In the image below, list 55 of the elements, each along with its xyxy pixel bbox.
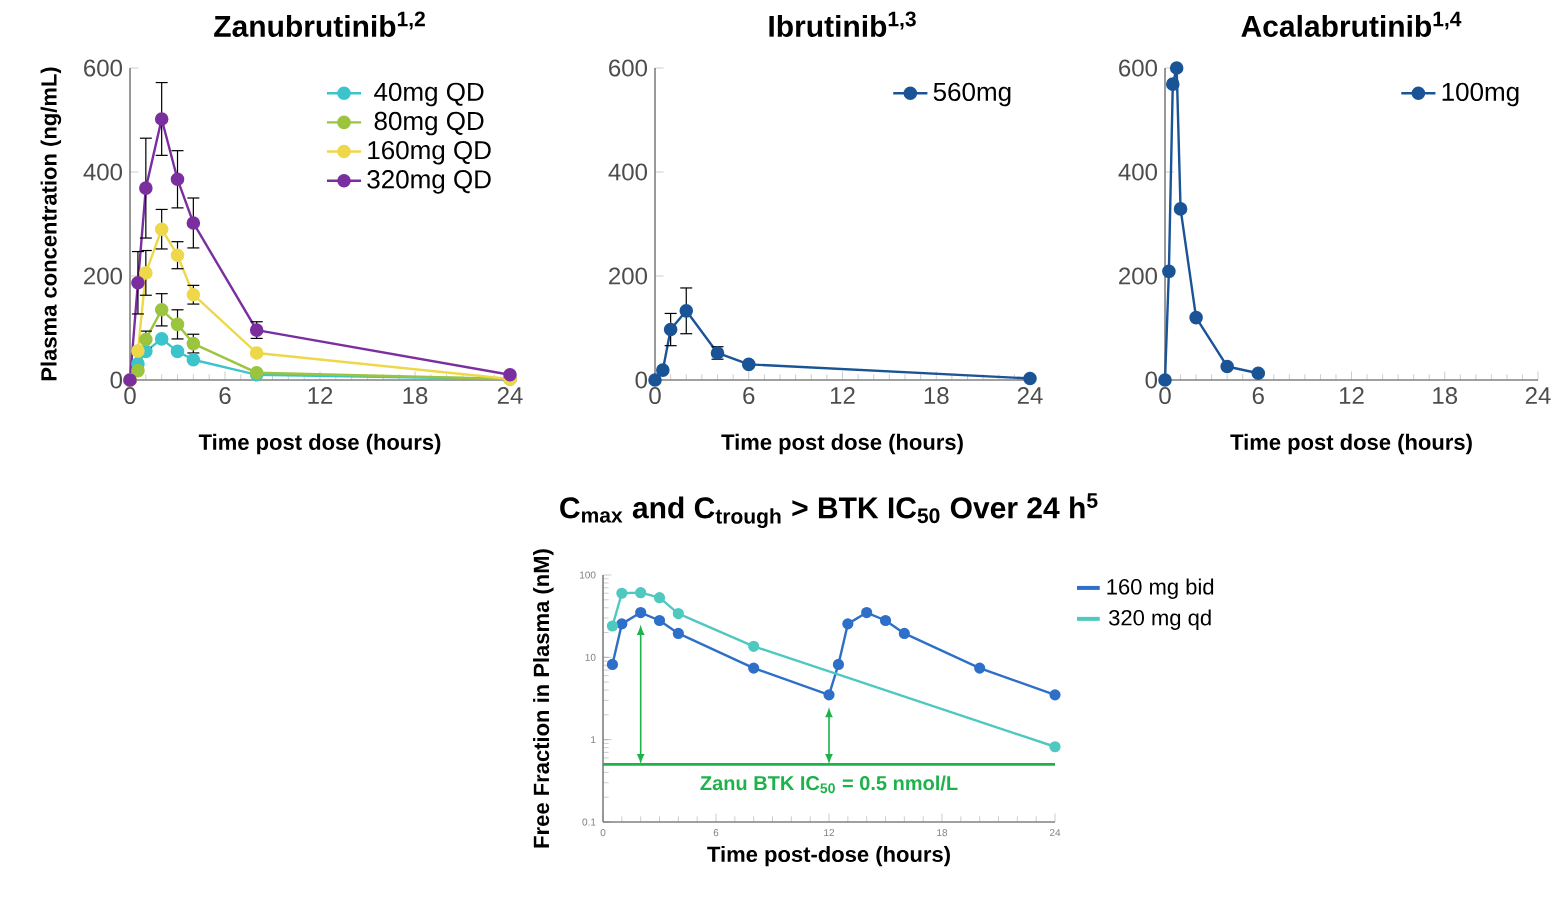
legend-label: 560mg	[933, 82, 1011, 107]
chart-title: Zanubrutinib$^{1,2}$	[214, 11, 425, 37]
y-tick-label: 200	[609, 267, 648, 285]
y-tick-label: 600	[609, 59, 648, 77]
x-axis-title: Time post dose (hours)	[721, 433, 963, 455]
y-tick-label: 0	[1145, 371, 1158, 389]
x-tick-label: 18	[403, 387, 428, 405]
x-tick-label: 12	[308, 387, 333, 404]
x-tick-label: 6	[219, 387, 231, 405]
x-tick-label: 6	[713, 829, 719, 837]
x-tick-label: 18	[937, 829, 948, 837]
y-tick-label: 400	[83, 163, 123, 181]
x-tick-label: 6	[1252, 387, 1264, 405]
x-tick-label: 12	[824, 829, 835, 837]
x-tick-label: 24	[1049, 829, 1061, 837]
y-tick-label: 0	[110, 371, 123, 389]
chart-title: Acalabrutinib$^{1,4}$	[1241, 11, 1462, 37]
x-tick-label: 0	[600, 829, 606, 837]
x-tick-label: 18	[924, 387, 949, 405]
legend-label: 100mg	[1442, 82, 1519, 107]
y-tick-label: 400	[1118, 163, 1158, 181]
x-axis-title: Time post-dose (hours)	[707, 845, 950, 867]
x-tick-label: 6	[743, 387, 755, 405]
y-axis-title: Plasma concentration (ng/mL)	[40, 67, 62, 381]
x-tick-label: 0	[124, 387, 136, 405]
ref-line-label: Zanu BTK IC$_{50}$ = 0.5 nmol/L	[700, 775, 958, 794]
x-tick-label: 12	[1339, 387, 1364, 404]
y-tick-label: 10	[585, 653, 596, 661]
y-tick-label: 200	[1119, 267, 1158, 285]
y-tick-label: 0	[635, 371, 648, 389]
y-axis-title: Free Fraction in Plasma (nM)	[533, 549, 554, 848]
y-tick-label: 1	[591, 736, 596, 744]
y-tick-label: 0.1	[582, 818, 596, 826]
y-tick-label: 100	[580, 571, 596, 579]
x-tick-label: 0	[649, 387, 661, 405]
x-tick-label: 24	[1017, 387, 1043, 404]
y-tick-label: 200	[84, 267, 123, 285]
x-tick-label: 0	[1159, 387, 1171, 405]
legend-label: 160mg QD	[368, 140, 491, 165]
x-axis-title: Time post dose (hours)	[198, 433, 441, 455]
x-tick-label: 24	[497, 387, 523, 404]
legend-label: 40mg QD	[374, 82, 484, 107]
x-axis-title: Time post dose (hours)	[1230, 433, 1472, 455]
y-tick-label: 400	[608, 163, 648, 181]
x-tick-label: 24	[1525, 387, 1551, 404]
legend-label: 320mg QD	[367, 170, 491, 194]
legend-label: 320 mg qd	[1109, 609, 1211, 630]
y-tick-label: 600	[84, 59, 123, 77]
y-tick-label: 600	[1119, 59, 1158, 77]
legend-label: 160 mg bid	[1107, 578, 1214, 599]
x-tick-label: 18	[1433, 387, 1458, 405]
x-tick-label: 12	[830, 387, 855, 404]
legend-label: 80mg QD	[374, 111, 484, 136]
chart-title: Ibrutinib$^{1,3}$	[769, 11, 916, 37]
chart-title: C$_{max}$ and C$_{trough}$ > BTK IC$_{50}$ Over 24 h$^{5}$	[560, 493, 1098, 528]
